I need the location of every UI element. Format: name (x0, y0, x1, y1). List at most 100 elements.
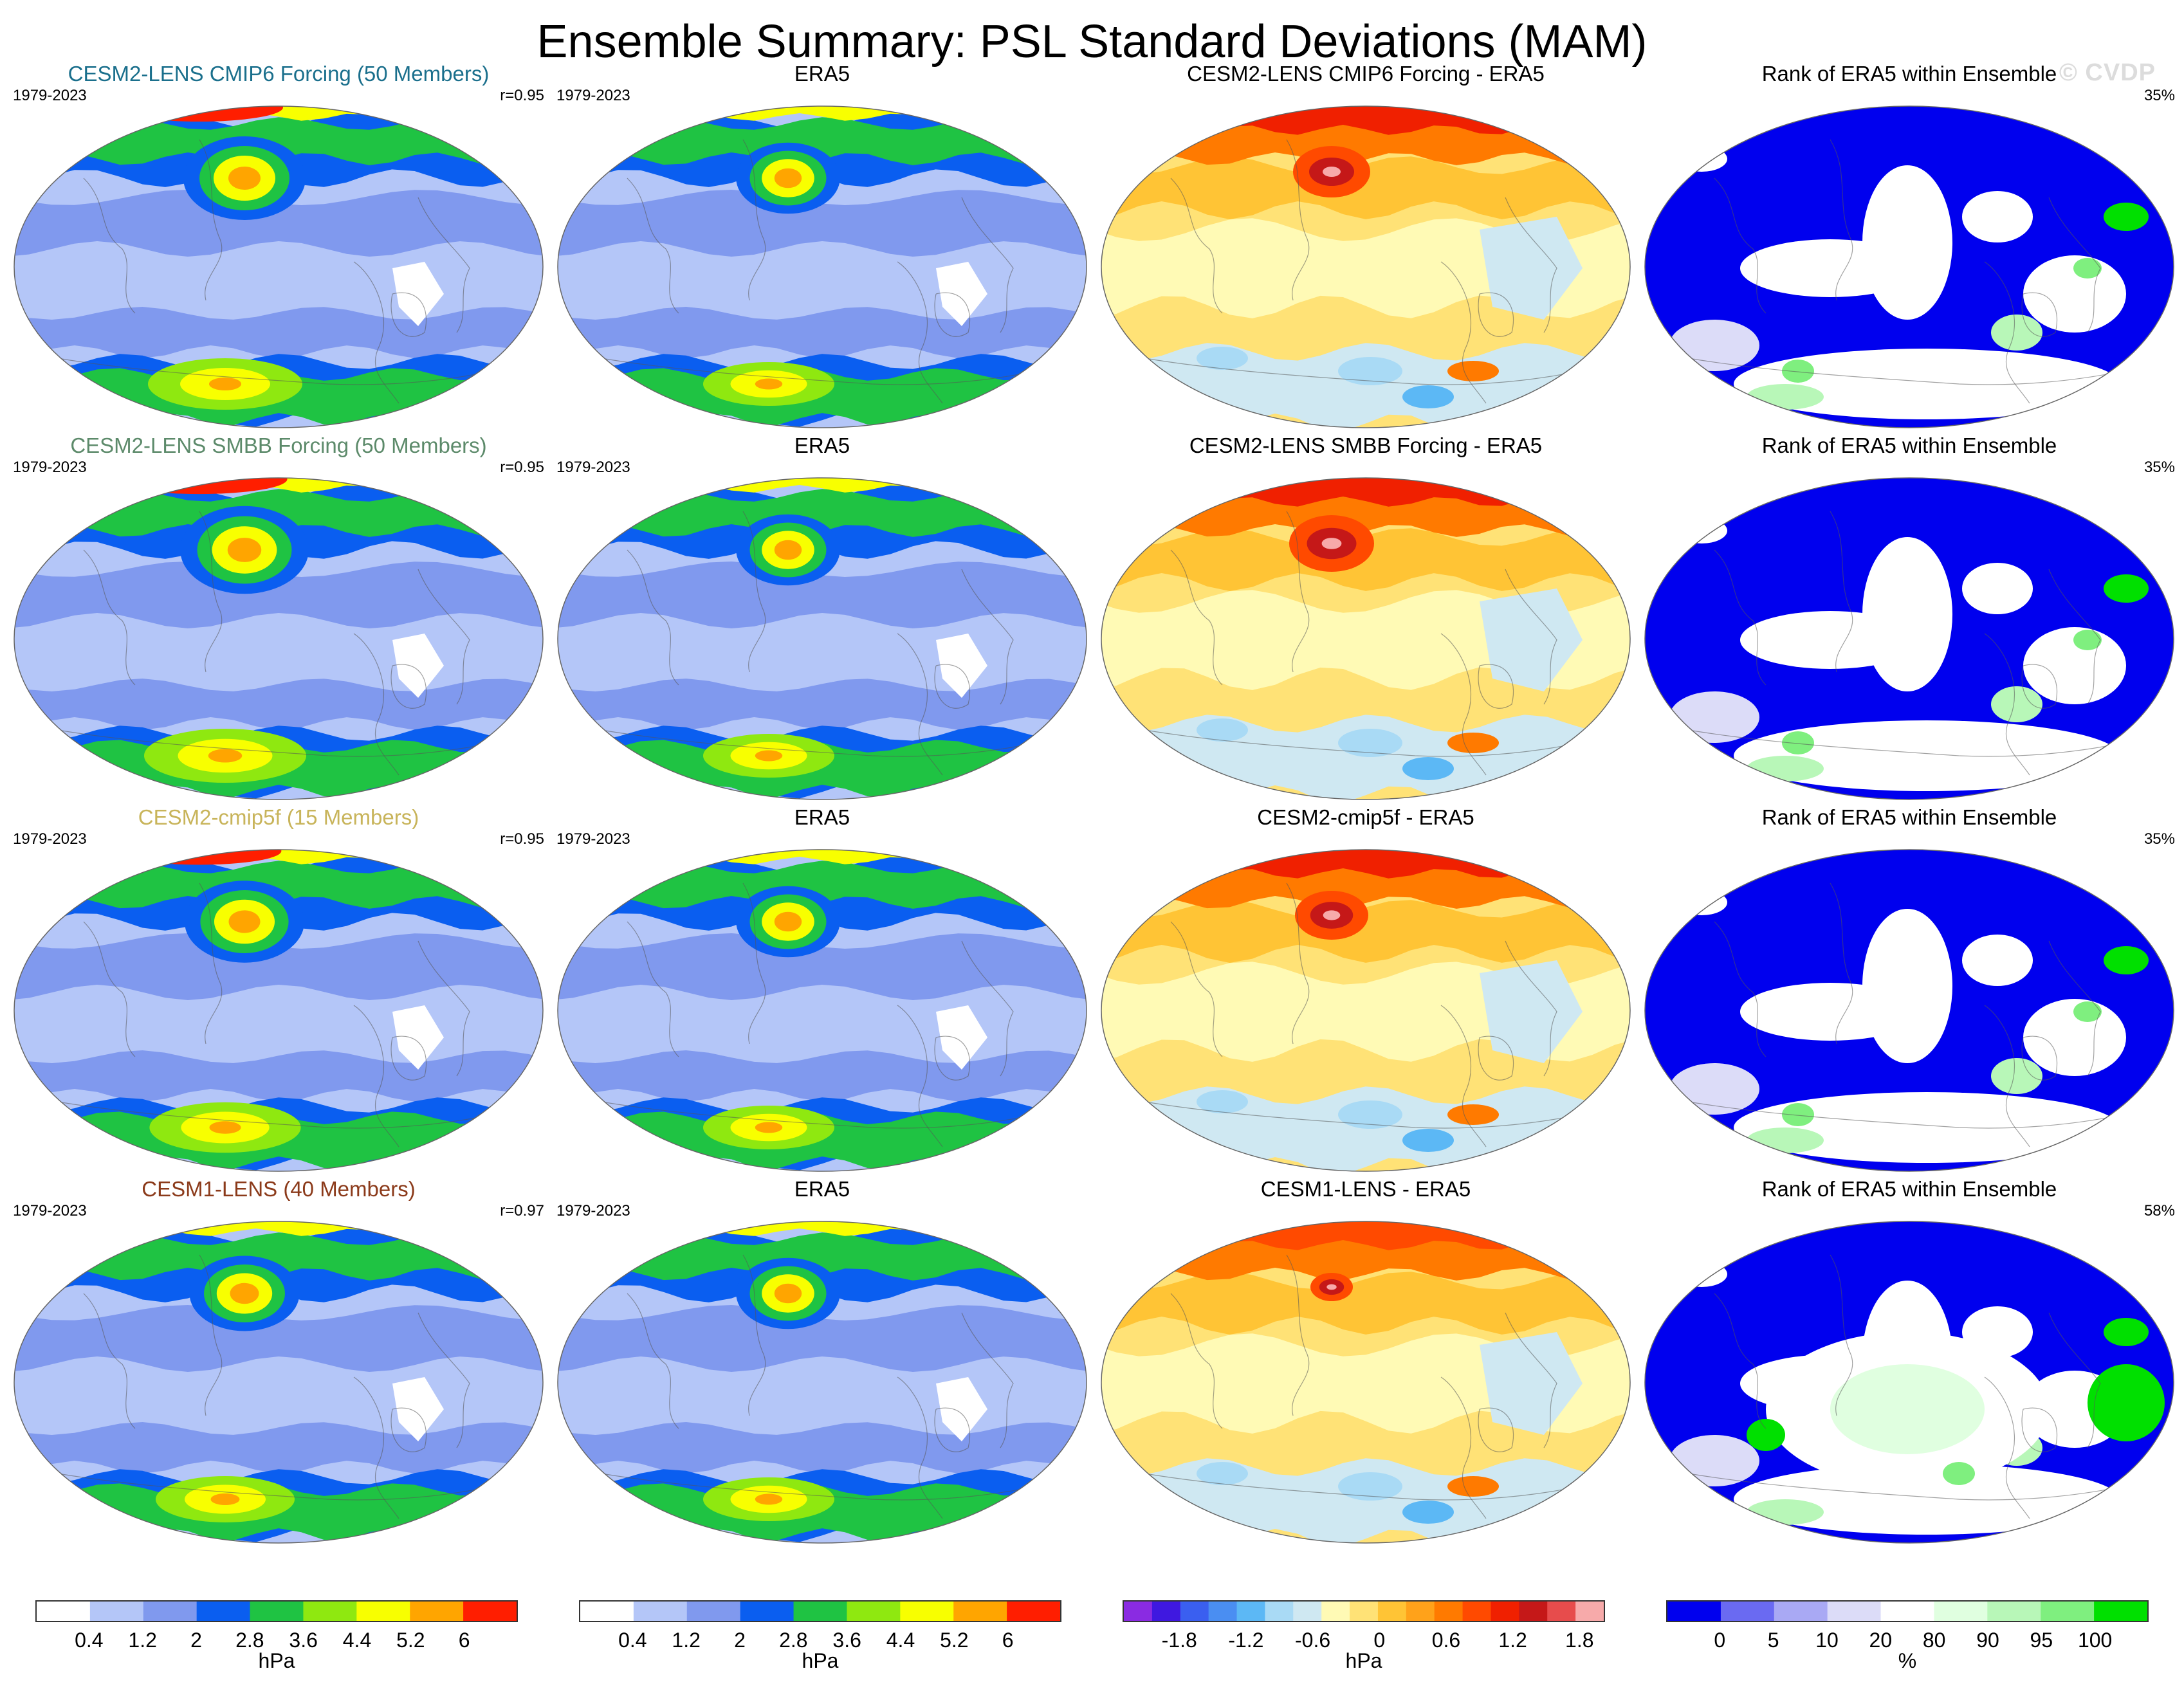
colorbar-swatch (793, 1602, 849, 1621)
colorbar-tick-label: 0 (1373, 1629, 1386, 1652)
rank-region (1747, 384, 1824, 410)
colorbar-swatch (463, 1602, 517, 1621)
coastline (934, 292, 971, 337)
map-panel-diff (1094, 1216, 1638, 1551)
coastline (1144, 358, 1609, 385)
sd-contour-3.6 (991, 1227, 1036, 1263)
colorbar-unit: % (1898, 1649, 1917, 1672)
map-panel-sd (550, 101, 1094, 435)
diff-contour-pos (1323, 167, 1341, 177)
diff-contour-neg (1197, 347, 1248, 370)
coastline (1984, 1376, 2030, 1519)
map-field (1101, 1221, 1630, 1543)
coastline (1170, 1293, 1223, 1429)
correlation-label: r=0.95 (500, 87, 544, 104)
colorbar-tick-label: 5.2 (396, 1629, 425, 1652)
colorbar-swatch (847, 1602, 901, 1621)
rank-region-high (2073, 630, 2102, 650)
map-field (558, 478, 1087, 799)
colorbar-swatch (580, 1602, 635, 1621)
coastline (1830, 882, 1853, 1045)
map-field (558, 1221, 1087, 1543)
colorbar-swatch (1880, 1602, 1936, 1621)
sd-band-1.2 (14, 1305, 543, 1372)
colorbar-swatch (303, 1602, 358, 1621)
correlation-label: r=0.95 (500, 830, 544, 848)
rank-region (1962, 191, 2033, 242)
diff-band-neg (1101, 715, 1630, 799)
sd-band-1.2 (558, 190, 1087, 257)
map-field (1101, 106, 1630, 428)
panel-title: CESM2-LENS CMIP6 Forcing (50 Members) (68, 62, 490, 86)
colorbar-swatch (2041, 1602, 2095, 1621)
map-outline (14, 477, 544, 800)
difference-colorbar: -1.8 -1.2 -0.6 0 0.6 1.2 1.8 hPa (1123, 1600, 1605, 1672)
colorbar-swatch (1293, 1602, 1323, 1621)
coastline (57, 358, 522, 385)
coastline (1286, 511, 1310, 673)
panel-title: Rank of ERA5 within Ensemble (1761, 1177, 2057, 1201)
colorbar-swatch (1321, 1602, 1350, 1621)
map-panel-rank (1637, 1216, 2181, 1551)
map-field (14, 478, 543, 799)
colorbar-unit: hPa (802, 1649, 839, 1672)
map-panel-diff (1094, 101, 1638, 435)
sd-patch-low (392, 262, 444, 326)
coastline (742, 139, 766, 301)
period-label: 1979-2023 (556, 1202, 630, 1219)
diff-patch-neg (1480, 1332, 1583, 1435)
coastline (2048, 197, 2101, 333)
sd-contour-3.6 (447, 484, 492, 520)
diff-band (1101, 156, 1630, 219)
coastline (1440, 1376, 1487, 1519)
diff-contour-neg (1338, 1100, 1402, 1129)
colorbar-tick-label: 3.6 (289, 1629, 318, 1652)
sd-patch-low (936, 634, 987, 698)
map-svg (1644, 477, 2174, 800)
coastline (1478, 664, 1514, 709)
coastline (1144, 1473, 1609, 1501)
coastline (199, 511, 223, 673)
period-label: 1979-2023 (556, 87, 630, 104)
coastline (353, 1005, 399, 1147)
coastline (961, 940, 1014, 1077)
colorbar-swatch (1462, 1602, 1492, 1621)
sd-contour-5.2 (227, 538, 262, 562)
map-outline (1101, 849, 1631, 1172)
diff-contour-pos (1447, 1476, 1499, 1497)
map-outline (1101, 1221, 1631, 1544)
map-panel-rank (1637, 473, 2181, 807)
coastline (199, 882, 223, 1045)
coastline (601, 358, 1065, 385)
rank-region (1669, 691, 1759, 743)
diff-contour-neg (1197, 1090, 1248, 1113)
colorbar-unit: hPa (1345, 1649, 1382, 1672)
coastline (742, 1254, 766, 1416)
panel-title: Rank of ERA5 within Ensemble (1761, 434, 2057, 457)
rank-region (1862, 909, 1952, 1063)
coastline (627, 1293, 679, 1429)
map-svg (14, 477, 544, 800)
colorbar-tick-label: 6 (458, 1629, 470, 1652)
colorbar-swatches (35, 1600, 518, 1622)
colorbar-swatch (1827, 1602, 1882, 1621)
coastline (601, 1473, 1065, 1501)
colorbar-tick-label: 4.4 (886, 1629, 915, 1652)
correlation-label: r=0.97 (500, 1202, 544, 1219)
sd-patch-low (392, 1005, 444, 1070)
rank-region-high (1943, 1462, 1975, 1485)
map-svg (557, 849, 1087, 1172)
colorbar-swatch (1350, 1602, 1379, 1621)
diff-contour-neg (1197, 718, 1248, 742)
map-field (1645, 1221, 2174, 1543)
cvdp-watermark: © CVDP (2059, 59, 2156, 86)
coastline (2021, 1036, 2058, 1081)
colorbar-swatch (1007, 1602, 1060, 1621)
colorbar-swatch (900, 1602, 955, 1621)
sd-contour-5.2 (774, 911, 802, 932)
coastline (1714, 1293, 1766, 1429)
coastline (57, 1101, 522, 1129)
diff-contour-pos (1326, 1284, 1337, 1290)
map-field (558, 850, 1087, 1171)
map-field (558, 106, 1087, 428)
